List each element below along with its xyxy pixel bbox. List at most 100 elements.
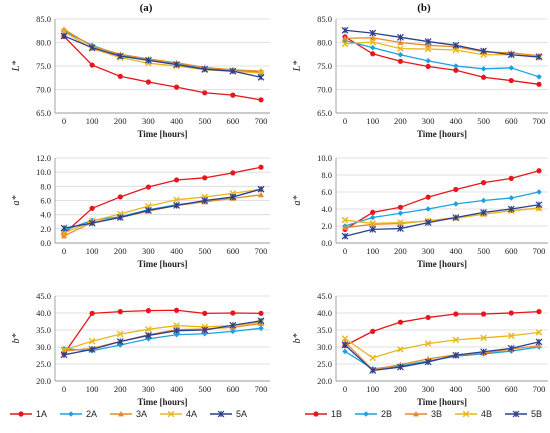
- data-point: [397, 58, 404, 64]
- data-point: [173, 327, 180, 335]
- chart-b-b: 20.0 25.0 30.0 35.0 40.0 45.0 0 100 200 300 400 500…: [292, 291, 548, 407]
- x-tick-label: 700: [255, 246, 268, 256]
- data-point: [60, 229, 68, 237]
- y-tick-label: 4.0: [40, 210, 51, 220]
- data-point: [507, 205, 515, 213]
- data-point: [508, 310, 514, 316]
- legend-marker: [167, 410, 175, 418]
- x-tick-label: 700: [255, 384, 268, 394]
- x-tick-label: 200: [394, 384, 407, 394]
- data-point: [202, 175, 208, 181]
- series-1A: [61, 307, 264, 357]
- x-tick-label: 300: [142, 384, 155, 394]
- x-tick-label: 600: [505, 116, 518, 126]
- data-point: [117, 309, 123, 315]
- series-5A: [60, 317, 265, 359]
- x-tick-label: 0: [343, 116, 347, 126]
- y-tick-label: 30.0: [317, 342, 332, 352]
- legend-a: 1A 2A 3A 4A 5A: [10, 409, 247, 419]
- data-point: [370, 328, 376, 334]
- x-tick-label: 200: [394, 116, 407, 126]
- series-line: [63, 35, 262, 101]
- data-point: [258, 164, 264, 170]
- data-point: [117, 194, 123, 200]
- data-point: [480, 47, 487, 55]
- data-point: [508, 195, 515, 201]
- y-tick-label: 45.0: [317, 291, 332, 301]
- data-point: [341, 341, 349, 349]
- x-axis-label: Time [hours]: [417, 397, 467, 407]
- y-tick-label: 4.0: [321, 204, 332, 214]
- series-line: [344, 29, 540, 58]
- data-point: [508, 175, 514, 181]
- data-point: [397, 51, 404, 58]
- legend-marker: [512, 410, 520, 418]
- data-point: [201, 65, 209, 73]
- x-tick-label: 0: [343, 384, 347, 394]
- data-point: [397, 225, 404, 232]
- data-point: [397, 204, 404, 210]
- data-point: [173, 322, 180, 329]
- x-tick-label: 400: [449, 246, 462, 256]
- data-point: [536, 74, 542, 80]
- y-tick-label: 80.0: [317, 38, 332, 48]
- x-tick-label: 300: [142, 116, 155, 126]
- data-point: [397, 219, 404, 226]
- data-point: [452, 336, 460, 344]
- data-point: [341, 40, 349, 48]
- data-point: [116, 338, 124, 345]
- panel-title-b: (b): [417, 2, 431, 14]
- data-point: [173, 177, 180, 183]
- x-tick-label: 500: [198, 116, 211, 126]
- x-tick-label: 0: [62, 384, 66, 394]
- legend-label: 5A: [236, 409, 247, 419]
- data-point: [229, 321, 237, 329]
- series-5A: [60, 185, 265, 232]
- series-4B: [341, 329, 543, 362]
- y-tick-label: 8.0: [40, 181, 51, 191]
- series-line: [344, 341, 540, 372]
- legends: 1A 2A 3A 4A 5A 1B 2B 3B 4B 5B: [10, 409, 542, 419]
- data-point: [480, 334, 487, 342]
- data-point: [201, 326, 209, 334]
- data-point: [342, 35, 348, 41]
- data-point: [535, 201, 543, 209]
- data-point: [453, 201, 459, 207]
- y-tick-label: 75.0: [36, 61, 51, 71]
- x-tick-label: 500: [477, 246, 490, 256]
- y-axis-label: L*: [292, 61, 303, 73]
- series-line: [63, 322, 262, 352]
- data-point: [341, 216, 349, 224]
- y-tick-label: 30.0: [36, 342, 51, 352]
- x-axis-label: Time [hours]: [137, 397, 187, 407]
- y-tick-label: 0.0: [40, 238, 51, 248]
- y-tick-label: 35.0: [36, 325, 51, 335]
- data-point: [536, 189, 542, 195]
- data-point: [61, 232, 67, 239]
- data-point: [88, 44, 96, 52]
- y-tick-label: 20.0: [36, 376, 51, 386]
- data-point: [116, 52, 124, 60]
- legend-label: 2A: [86, 409, 97, 419]
- data-point: [89, 205, 95, 211]
- data-point: [202, 310, 208, 316]
- y-tick-label: 25.0: [36, 359, 51, 369]
- data-point: [424, 358, 432, 366]
- x-tick-label: 100: [366, 384, 379, 394]
- data-point: [145, 206, 152, 214]
- data-point: [452, 214, 460, 221]
- data-point: [369, 225, 377, 233]
- y-tick-label: 2.0: [321, 221, 332, 231]
- x-tick-label: 300: [422, 384, 435, 394]
- data-point: [257, 185, 265, 193]
- series-line: [63, 188, 262, 234]
- y-tick-label: 75.0: [317, 61, 332, 71]
- x-axis-label: Time [hours]: [417, 129, 467, 139]
- data-point: [452, 351, 460, 359]
- data-point: [88, 337, 96, 345]
- legend-marker: [313, 411, 319, 417]
- x-tick-label: 500: [477, 384, 490, 394]
- y-tick-label: 6.0: [321, 187, 332, 197]
- x-tick-label: 100: [86, 384, 99, 394]
